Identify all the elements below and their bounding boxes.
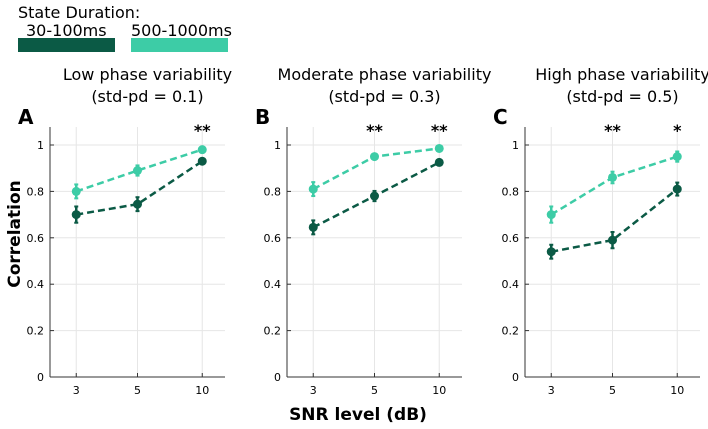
- series-line-1: [550, 155, 678, 216]
- data-point: [608, 235, 617, 245]
- significance-mark: **: [431, 121, 448, 140]
- panel-a: Low phase variability (std-pd = 0.1) A 0 0.2…: [18, 65, 232, 397]
- legend-label-long: 500-1000ms: [131, 21, 232, 40]
- data-point: [197, 145, 207, 155]
- x-tick-label: 3: [310, 384, 317, 397]
- panel-letter: A: [18, 105, 34, 129]
- x-tick-label: 5: [134, 384, 141, 397]
- x-axis-label: SNR level (dB): [289, 405, 427, 425]
- data-point: [133, 199, 142, 209]
- panel-title: High phase variability: [535, 65, 708, 84]
- series-line-1: [75, 148, 203, 193]
- y-tick-label: 0.6: [27, 232, 45, 245]
- y-tick-label: 0.2: [27, 325, 45, 338]
- x-tick-label: 3: [73, 384, 80, 397]
- significance-mark: **: [194, 121, 211, 140]
- y-tick-label: 0.8: [27, 185, 45, 198]
- data-point: [672, 152, 682, 162]
- data-point: [672, 184, 682, 194]
- panels: Low phase variability (std-pd = 0.1) A 0 0.2…: [18, 65, 708, 397]
- y-tick-label: 0.4: [264, 278, 282, 291]
- significance-mark: **: [366, 121, 383, 140]
- y-tick-label: 1: [274, 139, 281, 152]
- legend-swatch-short: [18, 38, 115, 52]
- y-tick-label: 0.4: [27, 278, 45, 291]
- data-point: [370, 152, 379, 162]
- data-point: [608, 172, 617, 182]
- y-tick-label: 0.2: [264, 325, 282, 338]
- data-point: [71, 186, 81, 196]
- data-point: [197, 156, 207, 166]
- data-point: [546, 247, 556, 257]
- panel-b: Moderate phase variability (std-pd = 0.3)…: [255, 65, 491, 397]
- y-tick-label: 0: [512, 371, 519, 384]
- panel-letter: B: [255, 105, 270, 129]
- data-point: [434, 157, 444, 167]
- y-tick-label: 0.6: [502, 232, 520, 245]
- significance-mark: *: [673, 121, 682, 140]
- x-tick-label: 10: [195, 384, 209, 397]
- x-tick-label: 5: [609, 384, 616, 397]
- y-tick-label: 0.2: [502, 325, 520, 338]
- data-point: [370, 191, 379, 201]
- y-tick-label: 0.4: [502, 278, 520, 291]
- x-tick-label: 10: [670, 384, 684, 397]
- data-point: [71, 210, 81, 220]
- legend-swatch-long: [131, 38, 228, 52]
- panel-title: Low phase variability: [63, 65, 232, 84]
- x-tick-label: 5: [371, 384, 378, 397]
- x-tick-label: 10: [432, 384, 446, 397]
- panel-c: High phase variability (std-pd = 0.5) C 0 0.…: [493, 65, 708, 397]
- series-line-0: [76, 160, 203, 216]
- y-tick-label: 1: [37, 139, 44, 152]
- y-tick-label: 0: [274, 371, 281, 384]
- data-point: [308, 184, 318, 194]
- x-tick-label: 3: [548, 384, 555, 397]
- panel-title: Moderate phase variability: [278, 65, 492, 84]
- y-tick-label: 1: [512, 139, 519, 152]
- y-tick-label: 0.8: [502, 185, 520, 198]
- panel-subtitle: (std-pd = 0.1): [91, 87, 203, 106]
- data-point: [308, 222, 318, 232]
- data-point: [434, 143, 444, 153]
- significance-mark: **: [604, 121, 621, 140]
- data-point: [546, 210, 556, 220]
- legend-label-short: 30-100ms: [26, 21, 107, 40]
- y-axis-label: Correlation: [5, 180, 25, 288]
- y-tick-label: 0: [37, 371, 44, 384]
- y-tick-label: 0.8: [264, 185, 282, 198]
- data-point: [133, 166, 142, 176]
- legend: State Duration: 30-100ms 500-1000ms: [18, 3, 232, 52]
- panel-letter: C: [493, 105, 508, 129]
- panel-subtitle: (std-pd = 0.3): [328, 87, 440, 106]
- legend-title: State Duration:: [18, 3, 140, 22]
- panel-subtitle: (std-pd = 0.5): [566, 87, 678, 106]
- y-tick-label: 0.6: [264, 232, 282, 245]
